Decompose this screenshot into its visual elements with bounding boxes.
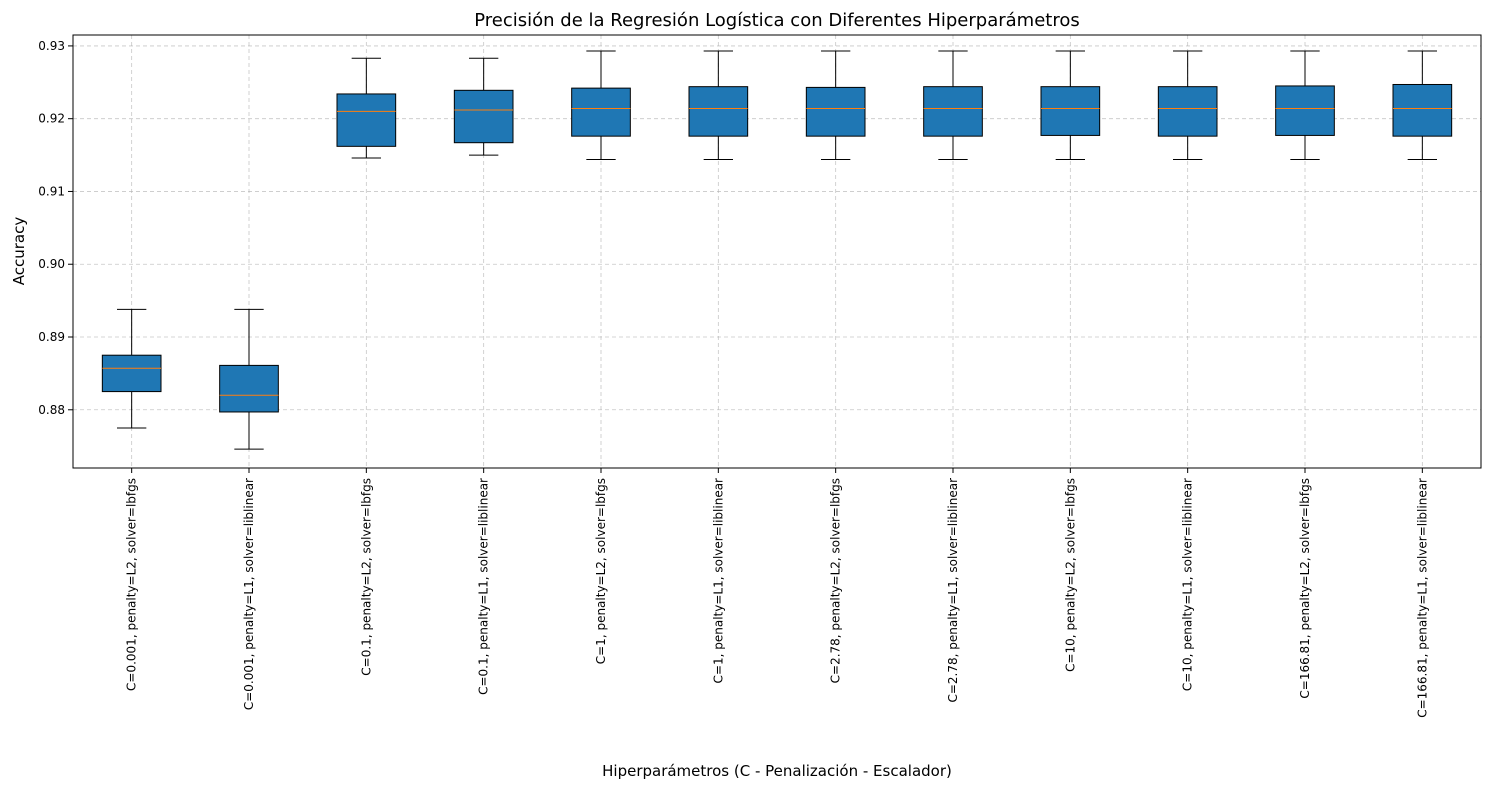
x-tick-label: C=10, penalty=L2, solver=lbfgs xyxy=(1063,478,1077,672)
boxes xyxy=(101,50,1453,450)
x-axis: C=0.001, penalty=L2, solver=lbfgs C=0.001… xyxy=(125,468,1429,718)
box xyxy=(336,93,397,147)
x-tick-label: C=0.001, penalty=L2, solver=lbfgs xyxy=(125,478,139,691)
x-tick-label: C=10, penalty=L1, solver=liblinear xyxy=(1181,478,1195,691)
box xyxy=(805,86,866,137)
y-tick-label: 0.91 xyxy=(38,184,65,198)
y-tick-label: 0.88 xyxy=(38,403,65,417)
box-group xyxy=(336,57,397,159)
box xyxy=(219,364,279,413)
box-group xyxy=(219,308,279,450)
box xyxy=(688,86,749,137)
y-tick-label: 0.93 xyxy=(38,39,65,53)
box-group xyxy=(453,57,514,156)
x-tick-label: C=2.78, penalty=L2, solver=lbfgs xyxy=(829,478,843,683)
box-group xyxy=(805,50,866,160)
box-group xyxy=(1040,50,1101,160)
grid-lines xyxy=(73,35,1481,468)
chart-title: Precisión de la Regresión Logística con … xyxy=(474,10,1079,31)
box xyxy=(1275,85,1335,136)
box xyxy=(571,87,631,137)
box-group xyxy=(1275,50,1335,160)
y-axis-label: Accuracy xyxy=(10,217,28,286)
box xyxy=(453,89,514,144)
box xyxy=(101,354,162,393)
box xyxy=(1157,86,1218,137)
plot-frame xyxy=(72,34,1482,469)
box xyxy=(1040,86,1101,136)
box-group xyxy=(571,50,631,160)
y-tick-label: 0.90 xyxy=(38,257,65,271)
box-group xyxy=(923,50,983,160)
x-axis-label: Hiperparámetros (C - Penalización - Esca… xyxy=(602,762,952,780)
x-tick-label: C=0.1, penalty=L2, solver=lbfgs xyxy=(359,478,373,676)
x-tick-label: C=1, penalty=L1, solver=liblinear xyxy=(711,478,725,683)
x-tick-label: C=166.81, penalty=L2, solver=lbfgs xyxy=(1298,478,1312,699)
box xyxy=(1392,83,1453,137)
box-group xyxy=(688,50,749,160)
box-group xyxy=(101,308,162,429)
box-group xyxy=(1157,50,1218,160)
x-tick-label: C=2.78, penalty=L1, solver=liblinear xyxy=(946,478,960,703)
x-tick-label: C=0.001, penalty=L1, solver=liblinear xyxy=(242,478,256,710)
box-group xyxy=(1392,50,1453,160)
x-tick-label: C=0.1, penalty=L1, solver=liblinear xyxy=(477,478,491,695)
y-tick-label: 0.92 xyxy=(38,112,65,126)
box xyxy=(923,86,983,137)
x-tick-label: C=166.81, penalty=L1, solver=liblinear xyxy=(1415,478,1429,718)
y-axis: 0.88 0.89 0.90 0.91 0.92 0.93 xyxy=(38,39,73,417)
y-tick-label: 0.89 xyxy=(38,330,65,344)
x-tick-label: C=1, penalty=L2, solver=lbfgs xyxy=(594,478,608,664)
